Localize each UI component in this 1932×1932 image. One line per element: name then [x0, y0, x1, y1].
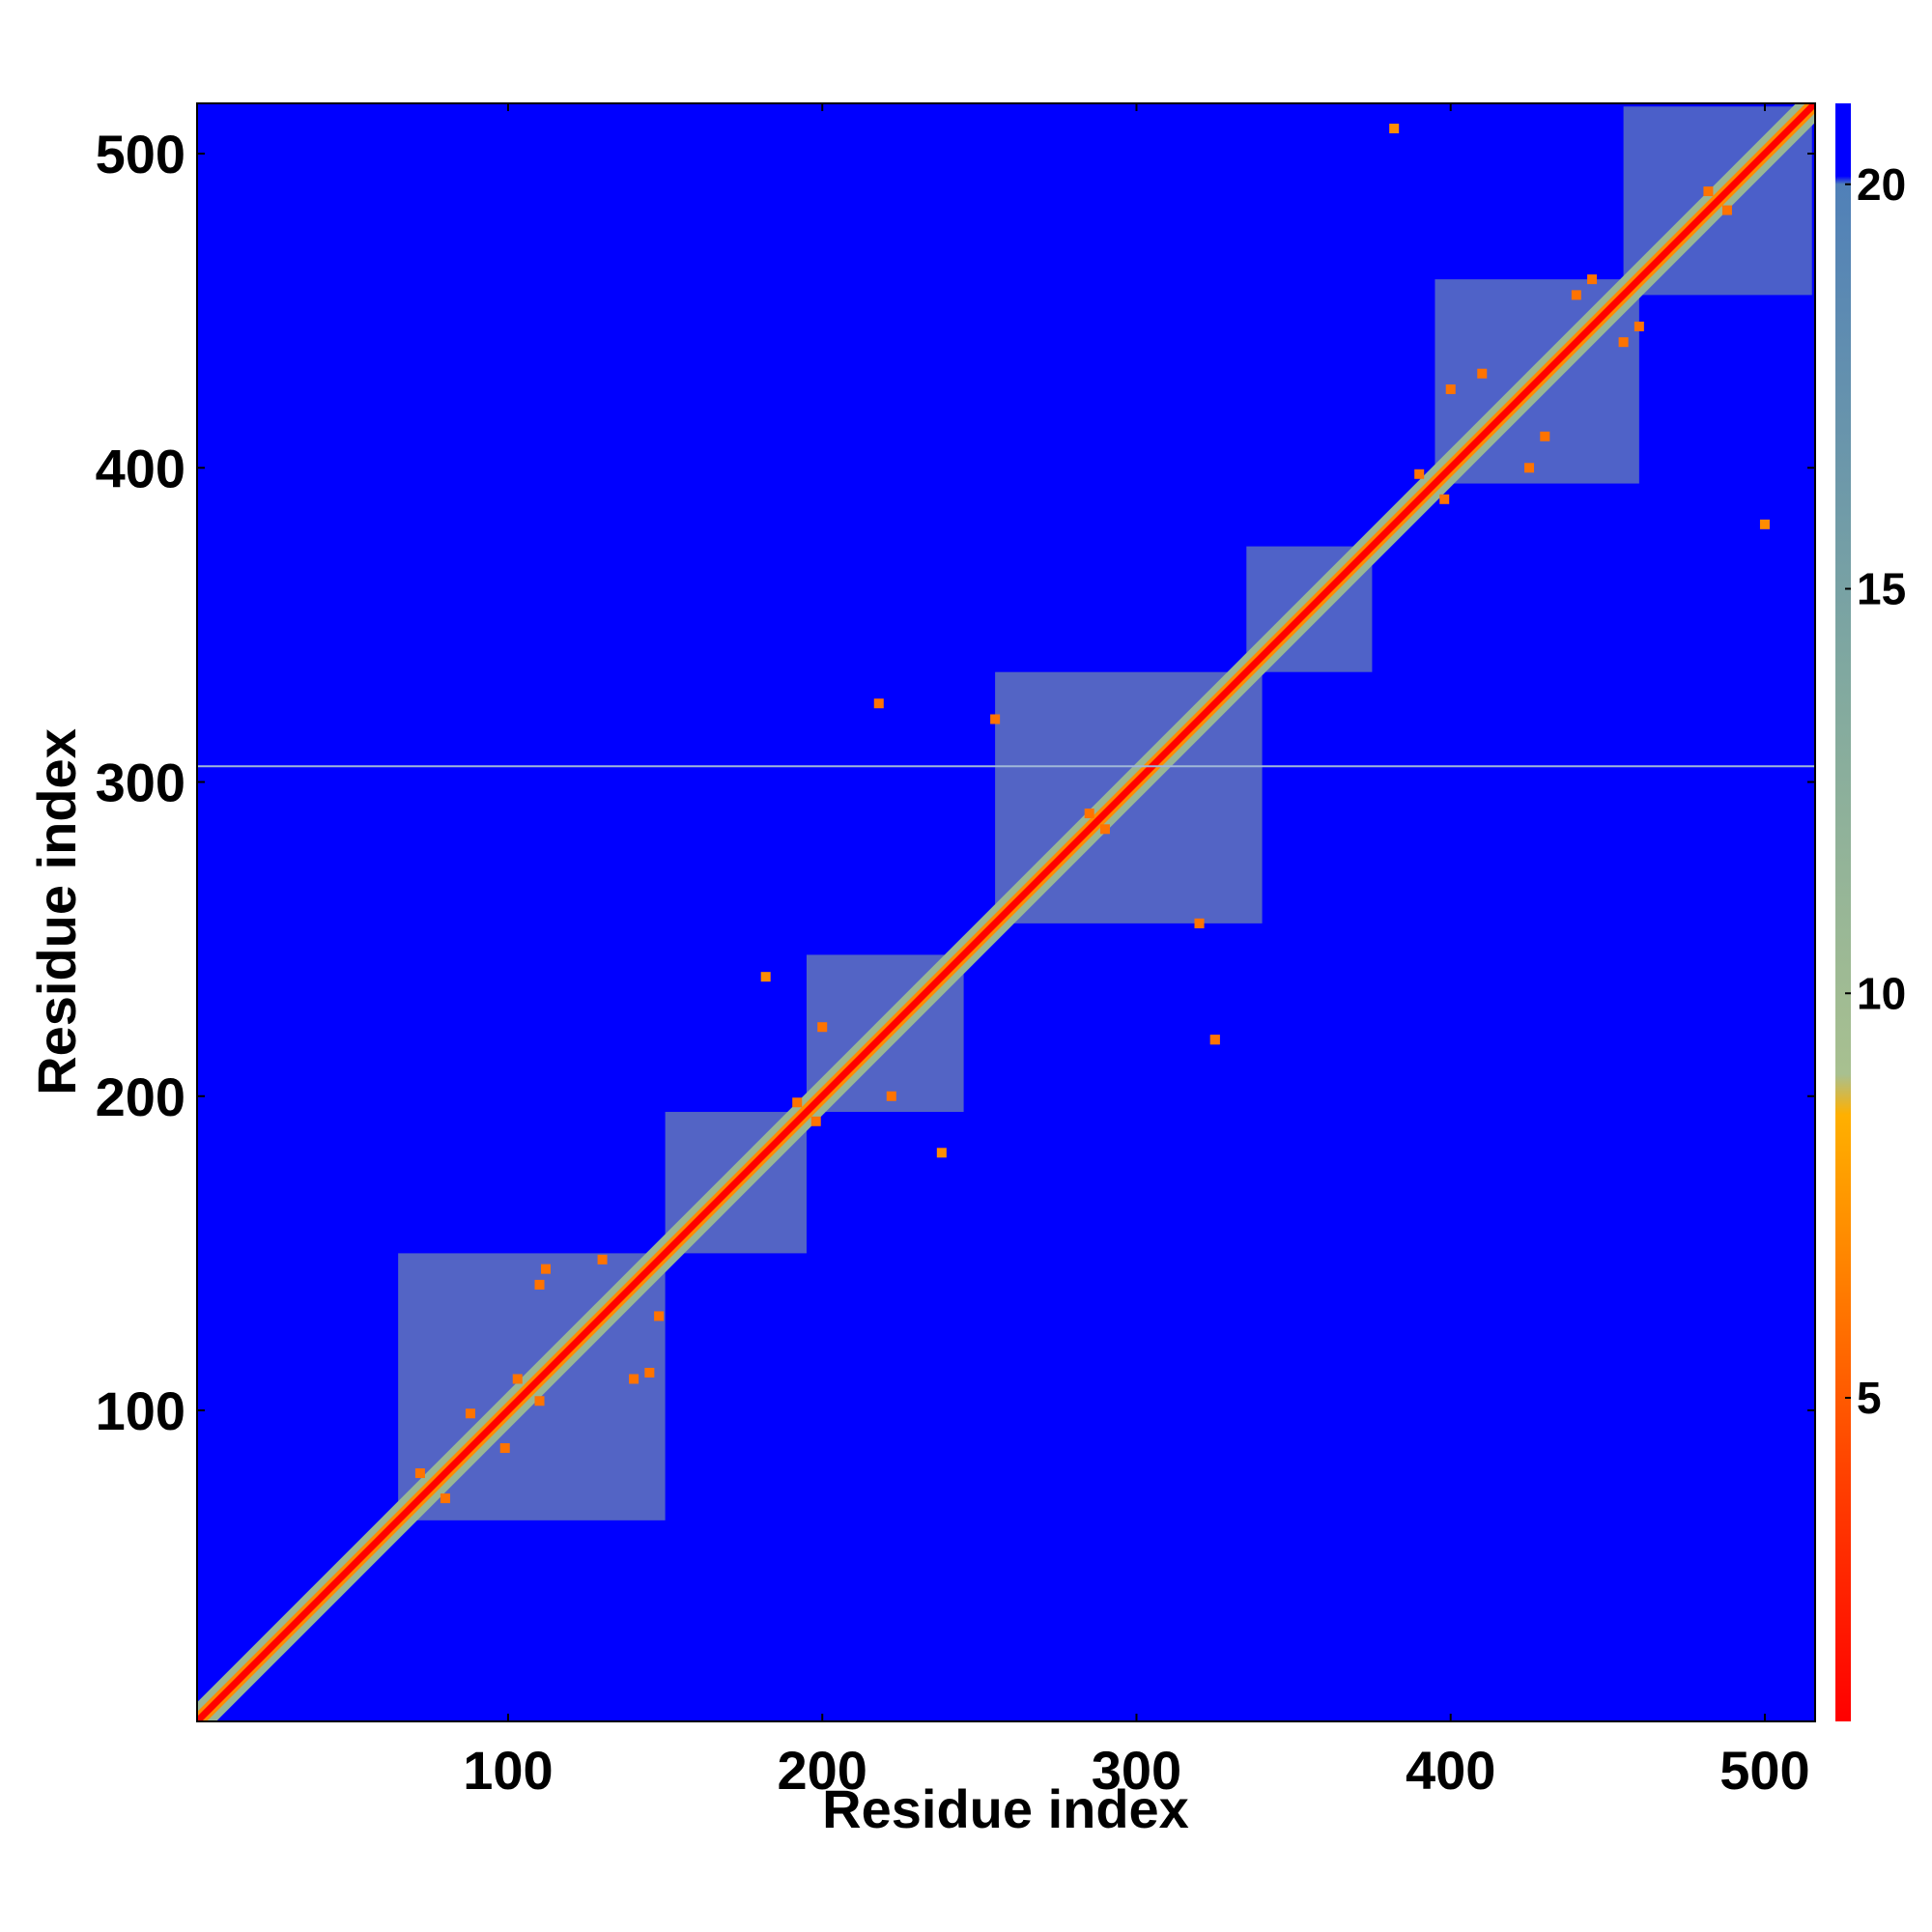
colorbar-tick-label: 10 — [1857, 968, 1906, 1018]
contact-point — [1634, 321, 1644, 331]
contact-point — [465, 1408, 475, 1419]
contact-point — [792, 1097, 803, 1108]
contact-point — [1587, 274, 1598, 285]
x-tick-label: 400 — [1406, 1740, 1495, 1801]
contact-point — [1571, 290, 1581, 300]
contact-point — [817, 1022, 828, 1033]
contact-point — [1389, 124, 1400, 134]
diagonal-line — [197, 103, 1815, 1721]
contact-point — [936, 1148, 947, 1158]
contact-point — [1540, 431, 1550, 441]
y-tick-label: 300 — [96, 753, 185, 813]
contact-point — [629, 1374, 639, 1384]
contact-point — [1524, 463, 1535, 473]
x-axis-title: Residue index — [822, 1778, 1189, 1839]
colorbar: 5 10 15 20 — [1835, 103, 1906, 1721]
contact-point — [990, 714, 1001, 724]
contact-point — [597, 1254, 608, 1264]
colorbar-tick-label: 5 — [1857, 1373, 1882, 1423]
contact-point — [1414, 469, 1425, 479]
contact-point — [440, 1493, 450, 1504]
contact-point — [1084, 809, 1094, 819]
contact-point — [1445, 384, 1456, 394]
contact-point — [1703, 186, 1714, 197]
contact-point — [1477, 368, 1488, 379]
contact-point — [810, 1116, 821, 1126]
contact-point — [1194, 918, 1205, 928]
colorbar-tick-label: 20 — [1857, 159, 1906, 210]
y-tick-label: 400 — [96, 438, 185, 498]
x-tick-label: 200 — [778, 1740, 867, 1801]
contact-point — [499, 1443, 510, 1454]
axis-ticks: 100 200 300 400 500 100 200 300 400 500 — [96, 103, 1815, 1801]
contact-point — [873, 698, 884, 709]
contact-point — [1209, 1035, 1220, 1045]
contact-point — [886, 1091, 896, 1101]
contact-point — [512, 1374, 523, 1384]
contact-point — [541, 1264, 552, 1274]
x-tick-label: 500 — [1719, 1740, 1809, 1801]
contact-point — [1759, 519, 1770, 529]
y-axis-title: Residue index — [26, 728, 87, 1095]
contact-point — [1439, 494, 1450, 504]
y-tick-label: 100 — [96, 1380, 185, 1441]
contact-point — [1618, 337, 1629, 348]
colorbar-gradient — [1835, 103, 1851, 1721]
x-tick-label: 300 — [1092, 1740, 1181, 1801]
contact-point — [760, 972, 771, 982]
contact-point — [1099, 824, 1110, 835]
contact-point — [414, 1468, 425, 1479]
contact-point — [1721, 205, 1732, 215]
contact-point — [644, 1367, 655, 1378]
plot-frame — [196, 102, 1816, 1722]
y-tick-label: 200 — [96, 1066, 185, 1127]
x-tick-label: 100 — [463, 1740, 553, 1801]
contact-point — [654, 1311, 665, 1321]
y-tick-label: 500 — [96, 124, 185, 185]
heatmap-area — [197, 103, 1815, 1721]
contact-point — [534, 1279, 545, 1290]
colorbar-tick-label: 15 — [1857, 564, 1906, 614]
contact-point — [534, 1396, 545, 1406]
